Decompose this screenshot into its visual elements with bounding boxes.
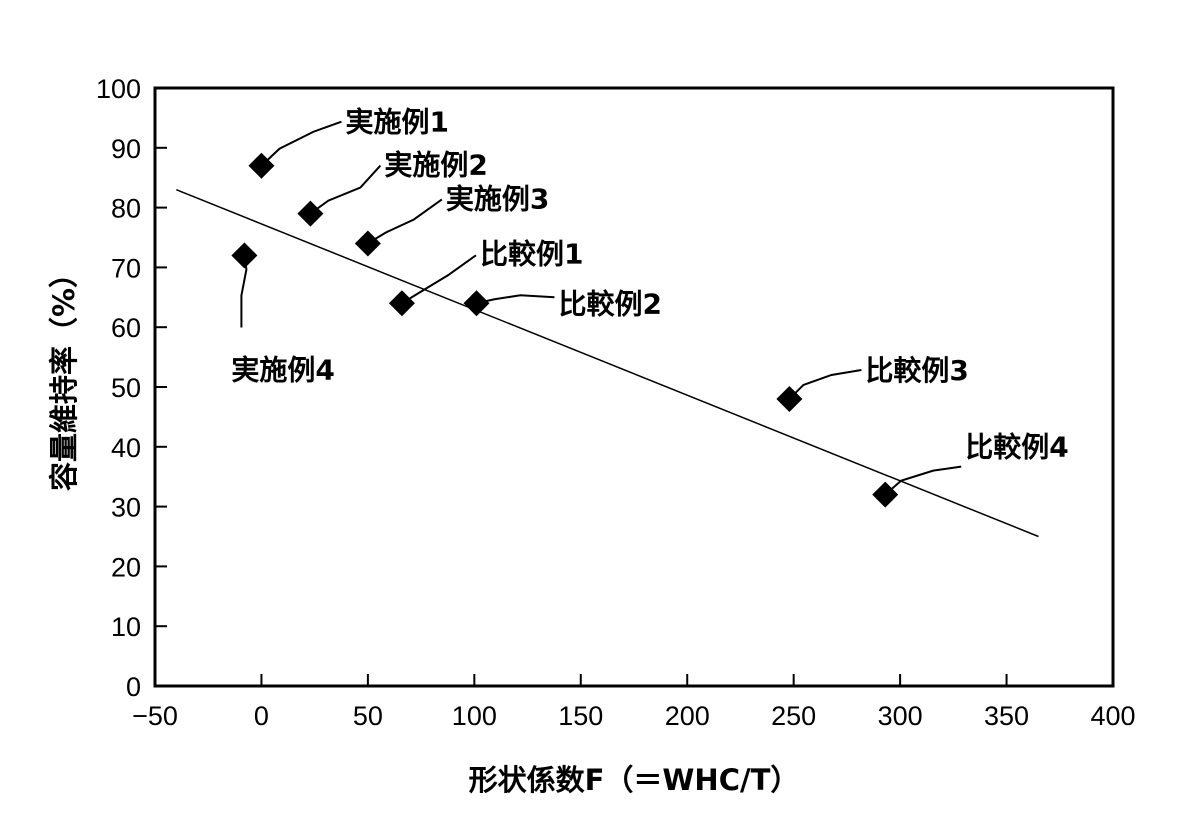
leader-line xyxy=(401,254,477,305)
data-point-label: 実施例4 xyxy=(231,353,334,386)
y-tick-label: 10 xyxy=(111,612,141,642)
data-point-label: 比較例1 xyxy=(480,237,583,270)
data-point-label: 実施例3 xyxy=(446,182,549,215)
data-markers xyxy=(231,152,899,508)
x-tick-label: 250 xyxy=(771,701,816,731)
leader-line xyxy=(260,120,342,167)
trend-line xyxy=(176,188,1039,538)
leader-line xyxy=(367,198,443,245)
x-axis-label: 形状係数F（＝WHC/T） xyxy=(469,763,800,797)
x-tick-label: 350 xyxy=(984,701,1029,731)
x-tick-label: 50 xyxy=(353,701,383,731)
y-axis-label: 容量維持率（%） xyxy=(47,259,81,491)
data-point-marker xyxy=(297,200,324,227)
data-point-marker xyxy=(248,152,275,179)
data-point-marker xyxy=(872,481,899,508)
y-tick-label: 30 xyxy=(111,493,141,523)
data-point-marker xyxy=(231,242,258,269)
x-tick-label: −50 xyxy=(132,701,178,731)
leader-line xyxy=(884,465,962,496)
data-point-marker xyxy=(776,385,803,412)
y-tick-label: 50 xyxy=(111,373,141,403)
data-point-label: 実施例2 xyxy=(384,149,487,182)
leader-lines xyxy=(240,120,962,496)
data-point-marker xyxy=(463,290,490,317)
y-tick-labels: 0 10 20 30 40 50 60 70 80 90 100 xyxy=(96,74,141,702)
x-tick-label: 300 xyxy=(878,701,923,731)
y-tick-label: 0 xyxy=(126,672,141,702)
data-point-label: 実施例1 xyxy=(345,106,448,139)
y-tick-label: 40 xyxy=(111,433,141,463)
x-tick-labels: −50 0 50 100 150 200 250 300 350 400 xyxy=(132,701,1135,731)
y-tick-label: 60 xyxy=(111,313,141,343)
leader-line xyxy=(309,164,382,215)
data-point-label: 比較例2 xyxy=(558,287,661,320)
leader-line xyxy=(788,368,862,400)
x-tick-label: 0 xyxy=(254,701,269,731)
y-tick-label: 70 xyxy=(111,253,141,283)
data-point-marker xyxy=(388,290,415,317)
y-tick-label: 100 xyxy=(96,74,141,104)
plot-area xyxy=(153,86,1115,688)
axis-ticks xyxy=(154,87,1114,687)
x-tick-label: 150 xyxy=(558,701,603,731)
y-tick-label: 90 xyxy=(111,134,141,164)
x-tick-label: 200 xyxy=(665,701,710,731)
y-tick-label: 20 xyxy=(111,552,141,582)
data-point-label: 比較例3 xyxy=(865,354,968,387)
data-point-label: 比較例4 xyxy=(965,431,1068,464)
x-tick-label: 100 xyxy=(452,701,497,731)
x-tick-label: 400 xyxy=(1090,701,1135,731)
data-point-marker xyxy=(354,230,381,257)
y-tick-label: 80 xyxy=(111,194,141,224)
